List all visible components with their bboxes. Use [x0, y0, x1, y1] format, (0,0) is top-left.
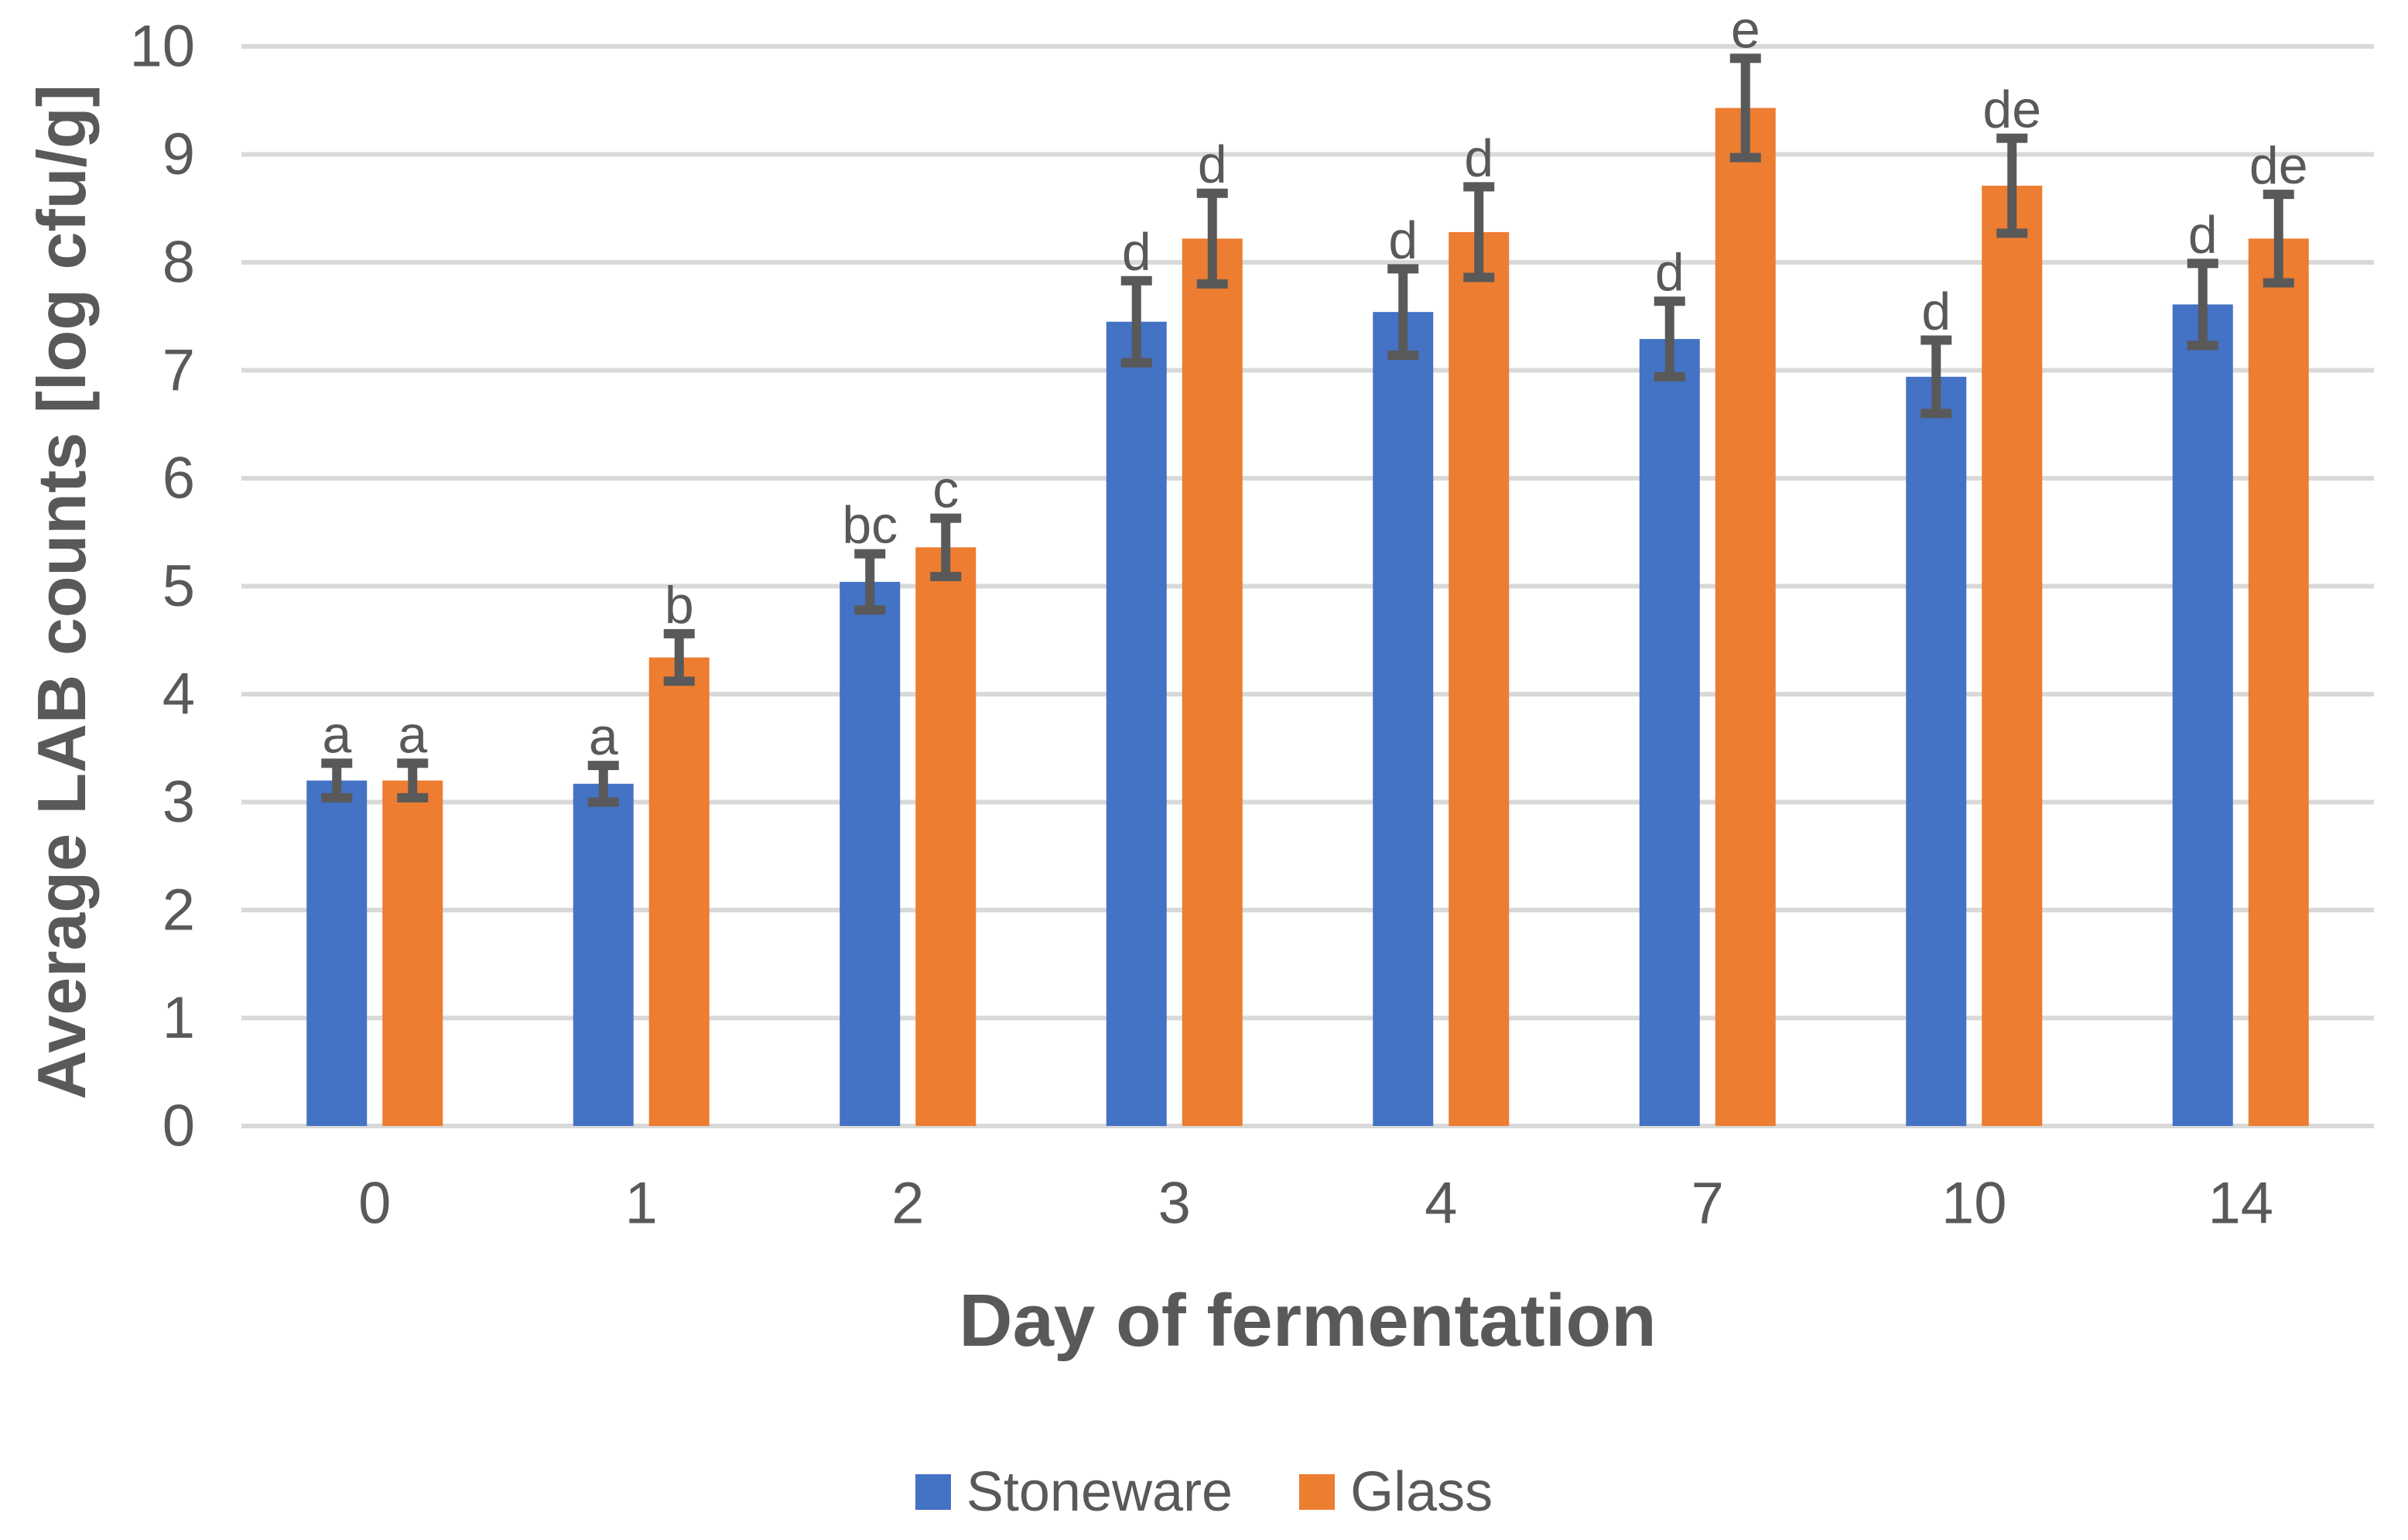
error-bar-stoneware-day-7: [1654, 296, 1685, 382]
bar-stoneware-day-14: [2172, 304, 2233, 1126]
error-bar-stoneware-day-4: [1387, 264, 1419, 360]
error-bar-stoneware-day-0: [321, 758, 353, 803]
significance-letter-glass-day-4: d: [1464, 128, 1493, 187]
x-tick-label: 0: [358, 1171, 391, 1237]
bar-stoneware-day-1: [573, 783, 634, 1126]
bar-glass-day-4: [1449, 231, 1510, 1127]
significance-letter-glass-day-14: de: [2249, 136, 2308, 195]
error-bar-stoneware-day-3: [1120, 275, 1152, 368]
legend: Stoneware Glass: [0, 1464, 2408, 1520]
legend-item-stoneware: Stoneware: [915, 1464, 1233, 1520]
y-tick-label: 8: [162, 230, 195, 296]
bar-glass-day-1: [648, 657, 710, 1126]
error-bar-glass-day-1: [663, 628, 695, 686]
bar-glass-day-3: [1182, 238, 1243, 1126]
stoneware-swatch: [915, 1474, 951, 1510]
y-tick-label: 9: [162, 121, 195, 187]
error-bar-stoneware-day-10: [1921, 335, 1952, 419]
y-tick-label: 10: [129, 14, 195, 80]
legend-item-glass: Glass: [1299, 1464, 1493, 1520]
x-tick-label: 3: [1158, 1171, 1191, 1237]
significance-letter-stoneware-day-14: d: [2188, 205, 2218, 264]
legend-label-stoneware: Stoneware: [966, 1461, 1233, 1523]
bar-stoneware-day-7: [1639, 339, 1700, 1126]
significance-letter-stoneware-day-3: d: [1122, 223, 1151, 282]
significance-letter-glass-day-7: e: [1731, 0, 1760, 59]
error-bar-glass-day-2: [930, 513, 962, 581]
significance-letter-glass-day-1: b: [665, 576, 694, 635]
bar-stoneware-day-3: [1106, 321, 1167, 1127]
bar-glass-day-10: [1982, 185, 2043, 1127]
bar-stoneware-day-4: [1373, 312, 1434, 1126]
bar-glass-day-2: [915, 547, 977, 1126]
significance-letter-stoneware-day-7: d: [1655, 243, 1685, 302]
bar-glass-day-14: [2248, 238, 2309, 1126]
x-axis-title: Day of fermentation: [959, 1279, 1657, 1362]
error-bar-glass-day-7: [1729, 53, 1761, 163]
y-tick-label: 1: [162, 985, 195, 1051]
significance-letter-stoneware-day-0: a: [322, 705, 351, 764]
significance-letter-glass-day-3: d: [1198, 135, 1227, 194]
y-tick-label: 5: [162, 553, 195, 619]
error-bar-glass-day-10: [1996, 133, 2028, 238]
significance-letter-glass-day-0: a: [398, 705, 427, 764]
bar-glass-day-0: [382, 780, 443, 1126]
error-bar-stoneware-day-2: [854, 549, 886, 615]
error-bar-stoneware-day-14: [2187, 258, 2218, 351]
error-bar-glass-day-14: [2263, 190, 2294, 288]
bar-stoneware-day-0: [306, 780, 368, 1126]
y-tick-label: 0: [162, 1093, 195, 1159]
x-tick-label: 10: [1941, 1171, 2007, 1237]
error-bar-stoneware-day-1: [587, 761, 619, 807]
significance-letter-glass-day-10: de: [1982, 80, 2041, 139]
y-tick-label: 4: [162, 662, 195, 727]
error-bar-glass-day-4: [1463, 182, 1495, 282]
significance-letter-stoneware-day-1: a: [589, 707, 618, 766]
y-tick-label: 2: [162, 878, 195, 943]
bar-stoneware-day-10: [1906, 376, 1967, 1126]
y-tick-label: 3: [162, 769, 195, 835]
bar-stoneware-day-2: [840, 581, 901, 1126]
y-tick-label: 6: [162, 446, 195, 512]
x-tick-label: 14: [2208, 1171, 2273, 1237]
bar-glass-day-7: [1715, 108, 1776, 1126]
y-axis-title: Average LAB counts [log cfu/g]: [23, 84, 100, 1100]
significance-letter-glass-day-2: c: [932, 460, 959, 519]
significance-letter-stoneware-day-4: d: [1388, 210, 1418, 269]
significance-letter-stoneware-day-10: d: [1921, 282, 1951, 341]
error-bar-glass-day-3: [1196, 188, 1228, 289]
x-tick-label: 4: [1425, 1171, 1457, 1237]
x-tick-label: 1: [625, 1171, 658, 1237]
x-tick-label: 2: [891, 1171, 924, 1237]
error-bar-glass-day-0: [397, 758, 429, 803]
glass-swatch: [1299, 1474, 1336, 1510]
legend-label-glass: Glass: [1350, 1461, 1493, 1523]
x-tick-label: 7: [1691, 1171, 1724, 1237]
significance-letter-stoneware-day-2: bc: [842, 496, 898, 555]
y-tick-label: 7: [162, 337, 195, 403]
